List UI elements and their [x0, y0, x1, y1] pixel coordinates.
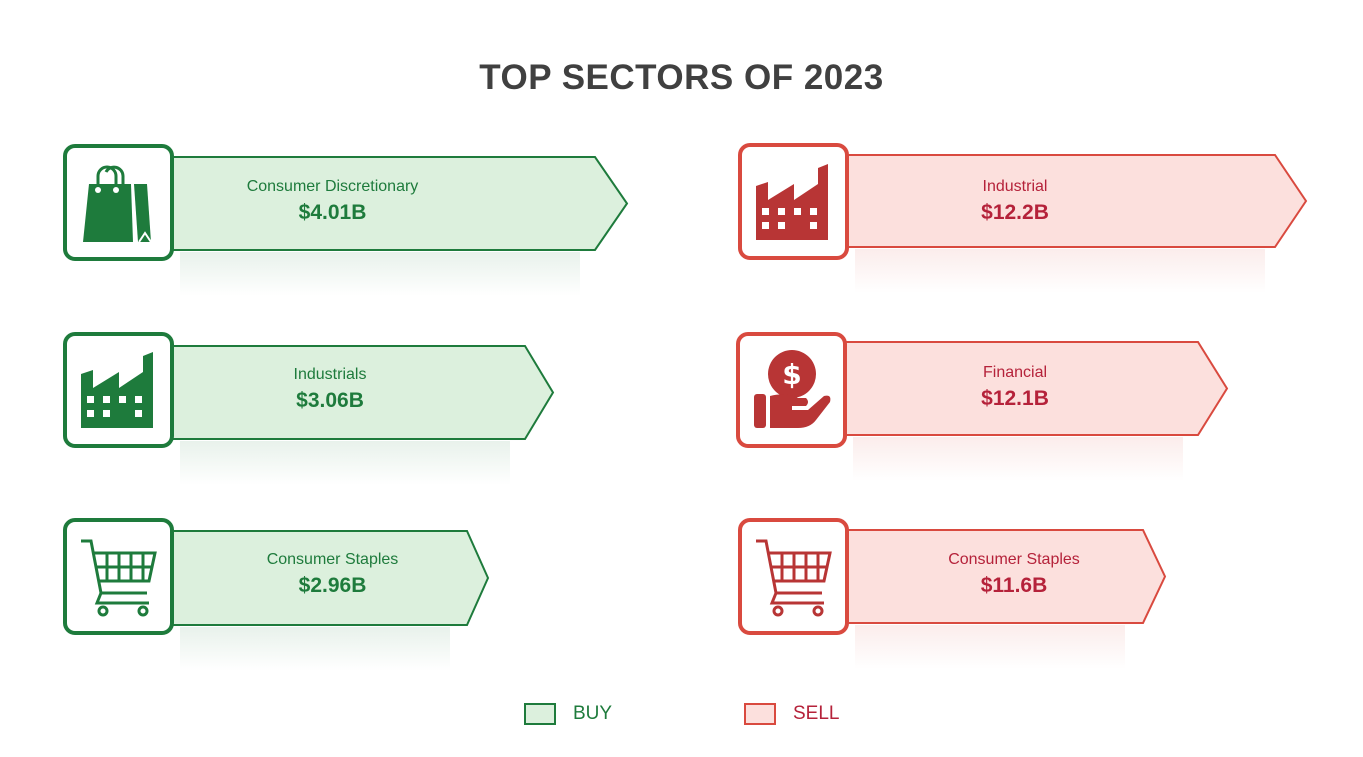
card-shadow [853, 437, 1183, 481]
sector-name: Financial [982, 364, 1048, 381]
legend-label-buy: BUY [573, 703, 613, 724]
sector-value: $12.2B [981, 201, 1049, 224]
shopping-cart-icon [80, 539, 157, 616]
legend-buy: BUY [524, 703, 612, 725]
sector-name: Consumer Discretionary [246, 178, 419, 195]
legend-swatch-sell [744, 703, 776, 725]
card-shadow [180, 441, 510, 485]
card-shadow [180, 627, 450, 671]
svg-text:$: $ [782, 358, 801, 391]
shopping-bag-icon [82, 165, 152, 243]
sector-value: $2.96B [298, 574, 367, 597]
sector-value: $11.6B [980, 574, 1048, 597]
sector-name: Consumer Staples [266, 551, 399, 568]
sector-name: Industrials [293, 366, 367, 383]
icon-box: $ [736, 332, 847, 448]
factory-icon [755, 163, 828, 240]
icon-box [63, 144, 174, 261]
page-title: TOP SECTORS OF 2023 [479, 58, 884, 97]
sector-name: Industrial [982, 178, 1048, 195]
card-shadow [855, 249, 1265, 293]
icon-box [63, 518, 174, 635]
sector-name: Consumer Staples [948, 551, 1080, 568]
factory-icon [80, 352, 153, 428]
legend-label-sell: SELL [793, 703, 840, 724]
card-shadow [855, 625, 1125, 669]
sector-value: $12.1B [981, 387, 1049, 410]
hand-coin-icon: $ [753, 350, 830, 428]
shopping-cart-icon [755, 539, 832, 616]
icon-box [738, 518, 849, 635]
legend-swatch-buy [524, 703, 556, 725]
card-shadow [180, 252, 580, 296]
icon-box [63, 332, 174, 448]
sector-value: $3.06B [296, 389, 364, 412]
legend-sell: SELL [744, 703, 839, 725]
icon-box [738, 143, 849, 260]
sector-value: $4.01B [298, 201, 367, 224]
